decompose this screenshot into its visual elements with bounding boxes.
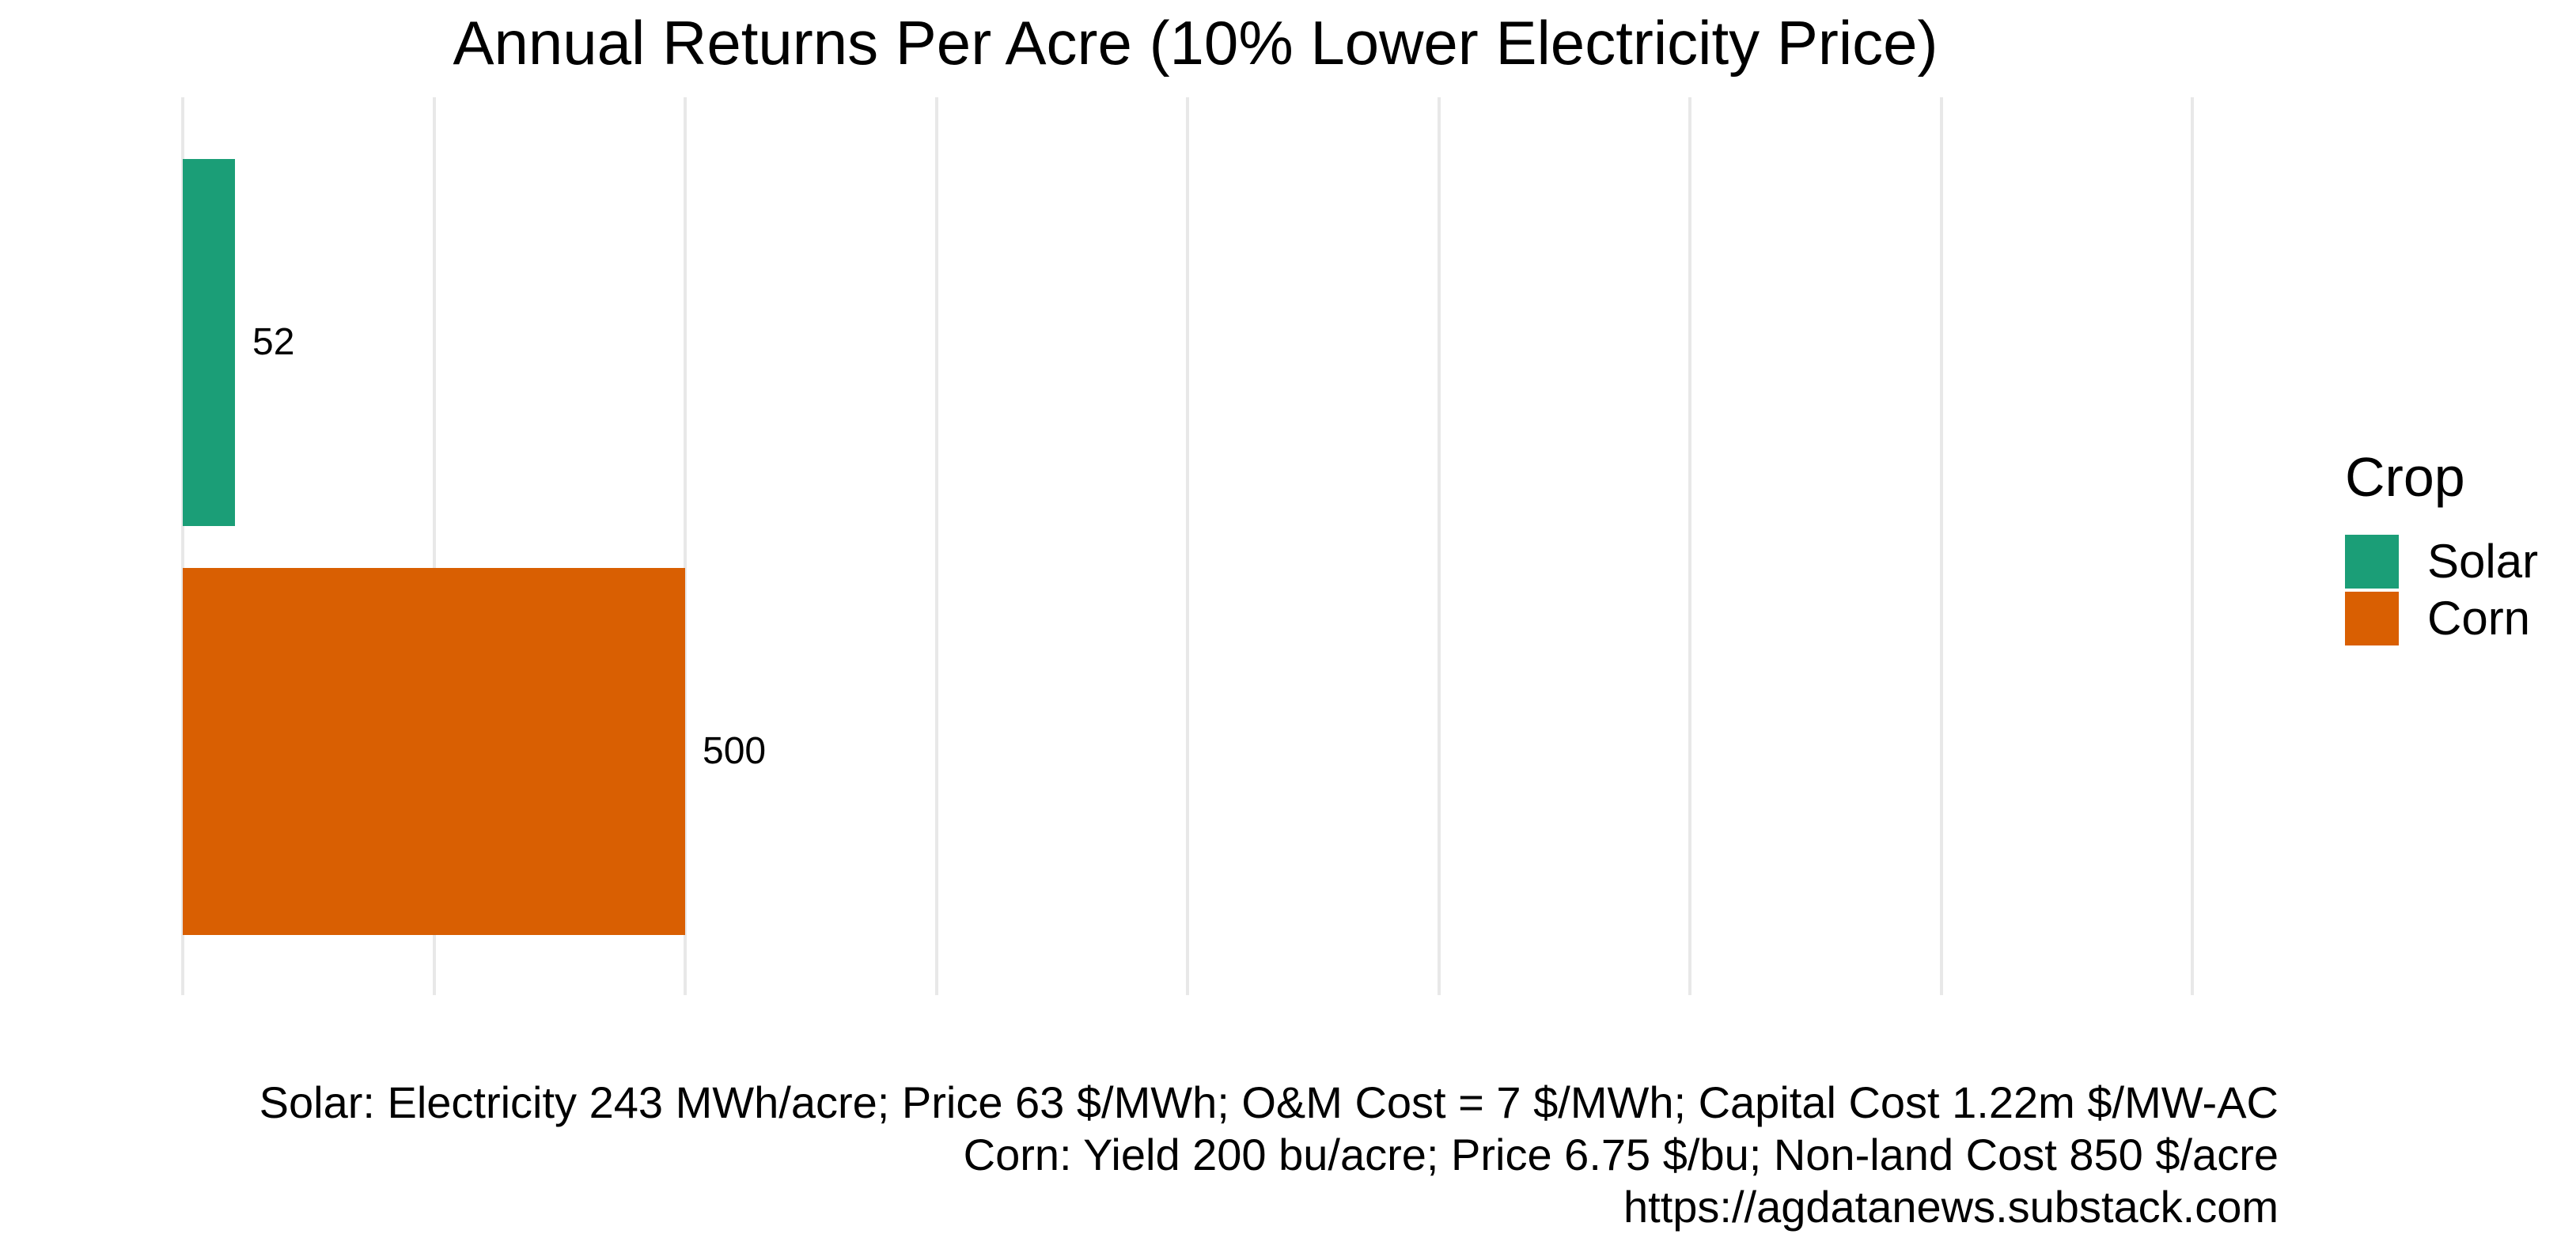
legend-swatch-solar <box>2345 535 2399 589</box>
bar-solar <box>183 159 236 526</box>
chart-title: Annual Returns Per Acre (10% Lower Elect… <box>453 8 1938 78</box>
legend-label-solar: Solar <box>2427 535 2539 588</box>
legend-entry-corn: Corn <box>2345 592 2538 645</box>
bar-corn <box>183 568 685 935</box>
caption-line-solar: Solar: Electricity 243 MWh/acre; Price 6… <box>259 1077 2279 1127</box>
gridline-x-1500 <box>1688 97 1691 995</box>
gridline-x-500 <box>684 97 687 995</box>
caption-line-corn: Corn: Yield 200 bu/acre; Price 6.75 $/bu… <box>963 1130 2279 1179</box>
gridline-x-250 <box>432 97 436 995</box>
gridline-x-1000 <box>1186 97 1189 995</box>
legend-title: Crop <box>2345 446 2465 508</box>
bar-value-label-solar: 52 <box>252 321 295 363</box>
gridline-x-1750 <box>1939 97 1943 995</box>
bar-value-label-corn: 500 <box>703 730 767 772</box>
legend-label-corn: Corn <box>2427 592 2531 645</box>
legend-swatch-corn <box>2345 592 2399 645</box>
gridline-x-1250 <box>1437 97 1441 995</box>
gridline-x-0 <box>181 97 184 995</box>
chart-caption: Solar: Electricity 243 MWh/acre; Price 6… <box>259 1077 2279 1233</box>
gridline-x-750 <box>934 97 938 995</box>
plot-panel: 52 500 <box>181 97 2208 995</box>
legend-items: Solar Corn <box>2345 535 2538 645</box>
legend: Crop Solar Corn <box>2345 449 2538 649</box>
caption-line-url: https://agdatanews.substack.com <box>1623 1182 2279 1232</box>
legend-entry-solar: Solar <box>2345 535 2538 589</box>
gridline-x-2000 <box>2191 97 2194 995</box>
